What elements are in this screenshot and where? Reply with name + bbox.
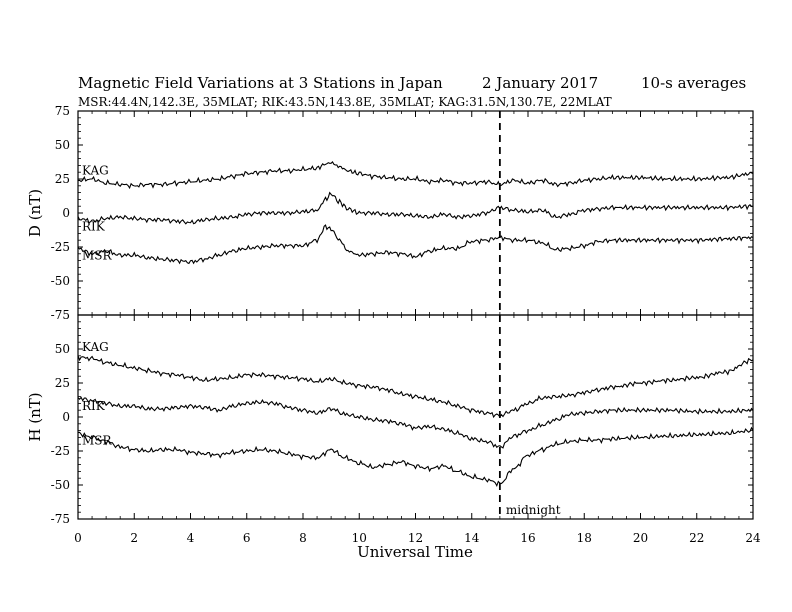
chart-title: Magnetic Field Variations at 3 Stations … — [78, 74, 443, 92]
x-axis: 0 2 4 6 8 10 12 14 16 18 20 22 24 — [74, 531, 761, 545]
x-tick-label: 14 — [464, 531, 480, 545]
x-tick-label: 0 — [74, 531, 82, 545]
x-tick-label: 18 — [577, 531, 592, 545]
chart-subtitle: MSR:44.4N,142.3E, 35MLAT; RIK:43.5N,143.… — [78, 95, 612, 109]
y-axis-label: H (nT) — [26, 392, 44, 441]
y-tick-label: 50 — [55, 138, 70, 152]
series-line-kag — [77, 355, 754, 419]
y-tick-label: -50 — [51, 478, 70, 492]
y-tick-label: -50 — [51, 274, 70, 288]
series-line-rik — [77, 191, 754, 225]
x-tick-label: 10 — [352, 531, 367, 545]
panel-frame — [77, 314, 754, 520]
panel-h: 50 25 0 -25 -50 -75 H (nT) KAG RIK MSR — [26, 314, 754, 526]
y-tick-label: -25 — [51, 444, 70, 458]
y-tick-label: 0 — [62, 410, 70, 424]
x-tick-label: 2 — [130, 531, 138, 545]
series-line-kag — [77, 161, 754, 190]
series-label-rik: RIK — [82, 399, 106, 413]
y-tick-label: 25 — [55, 376, 70, 390]
y-tick-label: -75 — [51, 308, 70, 322]
panel-d: 75 50 25 0 -25 -50 -75 D (nT) KAG RIK MSR — [26, 104, 754, 322]
y-tick-label: 50 — [55, 342, 70, 356]
y-tick-label: -25 — [51, 240, 70, 254]
x-tick-label: 24 — [745, 531, 761, 545]
series-line-rik — [77, 396, 754, 449]
series-label-kag: KAG — [82, 163, 109, 177]
x-tick-label: 12 — [408, 531, 423, 545]
midnight-label: midnight — [506, 503, 561, 517]
y-axis-label: D (nT) — [26, 189, 44, 237]
x-tick-label: 16 — [520, 531, 535, 545]
x-tick-label: 8 — [299, 531, 307, 545]
series-label-rik: RIK — [82, 219, 106, 233]
x-axis-label: Universal Time — [357, 543, 473, 561]
y-tick-label: 25 — [55, 172, 70, 186]
y-tick-label: -75 — [51, 512, 70, 526]
x-tick-label: 4 — [187, 531, 195, 545]
series-label-msr: MSR — [82, 248, 113, 262]
chart-date: 2 January 2017 — [482, 74, 598, 92]
y-tick-label: 0 — [62, 206, 70, 220]
series-label-kag: KAG — [82, 340, 109, 354]
y-tick-label: 75 — [55, 104, 70, 118]
panel-frame — [77, 110, 754, 316]
series-line-msr — [77, 426, 754, 488]
x-tick-label: 6 — [243, 531, 251, 545]
x-tick-label: 20 — [633, 531, 648, 545]
chart-averaging: 10-s averages — [641, 74, 746, 92]
series-line-msr — [77, 224, 754, 265]
x-tick-label: 22 — [689, 531, 704, 545]
series-label-msr: MSR — [82, 433, 113, 447]
